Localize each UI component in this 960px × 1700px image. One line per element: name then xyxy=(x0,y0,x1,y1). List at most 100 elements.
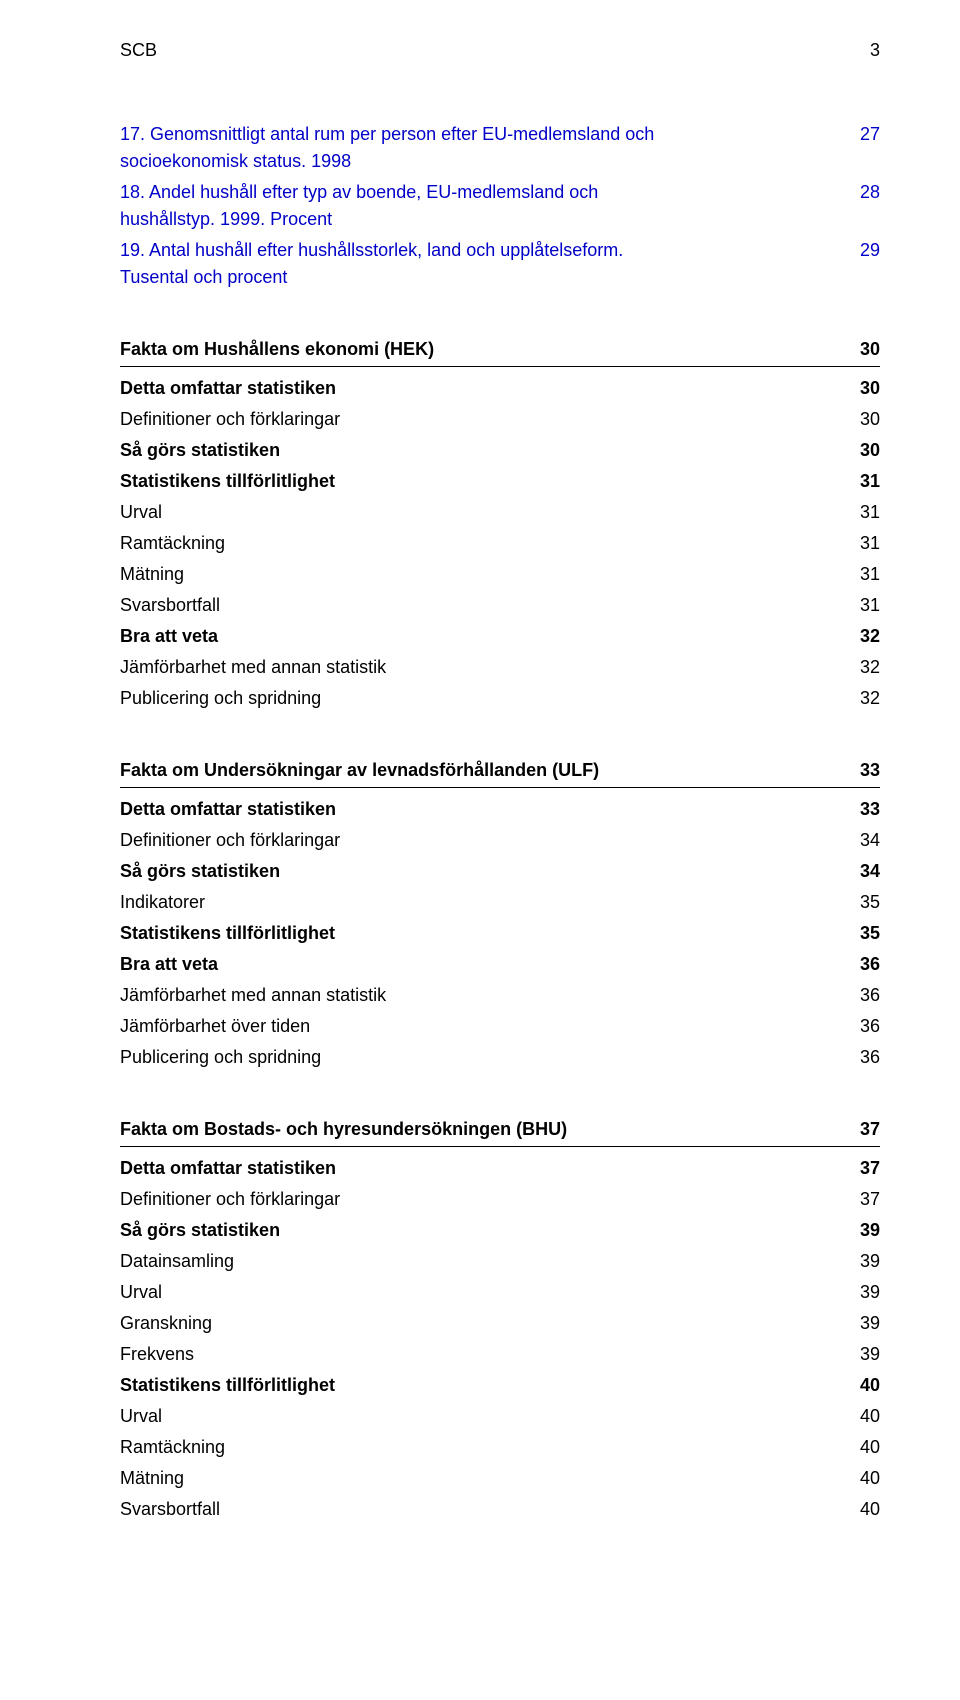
toc-section-heading[interactable]: Fakta om Undersökningar av levnadsförhål… xyxy=(120,757,880,788)
toc-page: 27 xyxy=(840,121,880,148)
toc-page: 36 xyxy=(840,951,880,978)
toc-label: Fakta om Undersökningar av levnadsförhål… xyxy=(120,757,840,784)
toc-page: 35 xyxy=(840,889,880,916)
toc-page: 40 xyxy=(840,1434,880,1461)
toc-label: Bra att veta xyxy=(120,951,840,978)
header-page-number: 3 xyxy=(870,40,880,61)
toc-page: 30 xyxy=(840,437,880,464)
toc-entry[interactable]: Statistikens tillförlitlighet35 xyxy=(120,920,880,947)
toc-page: 31 xyxy=(840,499,880,526)
page-header: SCB 3 xyxy=(120,40,880,61)
toc-entry[interactable]: Jämförbarhet med annan statistik36 xyxy=(120,982,880,1009)
toc-page: 36 xyxy=(840,982,880,1009)
toc-entry[interactable]: Ramtäckning40 xyxy=(120,1434,880,1461)
toc-page: 34 xyxy=(840,827,880,854)
toc-label: Definitioner och förklaringar xyxy=(120,827,840,854)
toc-entry[interactable]: Urval39 xyxy=(120,1279,880,1306)
toc-entry[interactable]: Mätning31 xyxy=(120,561,880,588)
toc-entry[interactable]: Definitioner och förklaringar30 xyxy=(120,406,880,433)
toc-page: 29 xyxy=(840,237,880,264)
toc-entry[interactable]: Publicering och spridning36 xyxy=(120,1044,880,1071)
toc-entry[interactable]: Granskning39 xyxy=(120,1310,880,1337)
toc-page: 28 xyxy=(840,179,880,206)
toc-entry[interactable]: 17. Genomsnittligt antal rum per person … xyxy=(120,121,880,175)
toc-label-line: Tusental och procent xyxy=(120,264,820,291)
toc-label: Ramtäckning xyxy=(120,1434,840,1461)
toc-entry[interactable]: Bra att veta36 xyxy=(120,951,880,978)
toc-section: Fakta om Bostads- och hyresundersökninge… xyxy=(120,1116,880,1523)
toc-entry[interactable]: Urval31 xyxy=(120,499,880,526)
toc-entry[interactable]: Datainsamling39 xyxy=(120,1248,880,1275)
toc-entry[interactable]: Ramtäckning31 xyxy=(120,530,880,557)
toc-label: 17. Genomsnittligt antal rum per person … xyxy=(120,121,840,175)
toc-entry[interactable]: Detta omfattar statistiken37 xyxy=(120,1155,880,1182)
toc-entry[interactable]: Så görs statistiken34 xyxy=(120,858,880,885)
toc-page: 36 xyxy=(840,1013,880,1040)
toc-entry[interactable]: 19. Antal hushåll efter hushållsstorlek,… xyxy=(120,237,880,291)
toc-entry[interactable]: Mätning40 xyxy=(120,1465,880,1492)
toc-page: 30 xyxy=(840,406,880,433)
intro-block: 17. Genomsnittligt antal rum per person … xyxy=(120,121,880,291)
toc-label: Statistikens tillförlitlighet xyxy=(120,468,840,495)
header-left: SCB xyxy=(120,40,157,61)
toc-entry[interactable]: Jämförbarhet över tiden36 xyxy=(120,1013,880,1040)
toc-entry[interactable]: Frekvens39 xyxy=(120,1341,880,1368)
toc-page: 33 xyxy=(840,796,880,823)
toc-label: 19. Antal hushåll efter hushållsstorlek,… xyxy=(120,237,840,291)
toc-entry[interactable]: Så görs statistiken39 xyxy=(120,1217,880,1244)
toc-label: Publicering och spridning xyxy=(120,685,840,712)
toc-page: 31 xyxy=(840,530,880,557)
toc-label: Svarsbortfall xyxy=(120,592,840,619)
toc-section-heading[interactable]: Fakta om Bostads- och hyresundersökninge… xyxy=(120,1116,880,1147)
toc-label: Jämförbarhet över tiden xyxy=(120,1013,840,1040)
toc-label: Urval xyxy=(120,499,840,526)
toc-entry[interactable]: Detta omfattar statistiken33 xyxy=(120,796,880,823)
toc-entry[interactable]: Statistikens tillförlitlighet31 xyxy=(120,468,880,495)
toc-section-heading[interactable]: Fakta om Hushållens ekonomi (HEK)30 xyxy=(120,336,880,367)
toc-entry[interactable]: Svarsbortfall31 xyxy=(120,592,880,619)
toc-entry[interactable]: Så görs statistiken30 xyxy=(120,437,880,464)
toc-label: Indikatorer xyxy=(120,889,840,916)
toc-page: 30 xyxy=(840,375,880,402)
toc-entry[interactable]: Detta omfattar statistiken30 xyxy=(120,375,880,402)
toc-page: 39 xyxy=(840,1248,880,1275)
toc-label: 18. Andel hushåll efter typ av boende, E… xyxy=(120,179,840,233)
toc-page: 36 xyxy=(840,1044,880,1071)
toc-page: 39 xyxy=(840,1279,880,1306)
toc-label-line: hushållstyp. 1999. Procent xyxy=(120,206,820,233)
toc-page: 31 xyxy=(840,468,880,495)
toc-entry[interactable]: Jämförbarhet med annan statistik32 xyxy=(120,654,880,681)
toc-label: Så görs statistiken xyxy=(120,1217,840,1244)
toc-page: 31 xyxy=(840,561,880,588)
toc-page: 37 xyxy=(840,1116,880,1143)
toc-label: Ramtäckning xyxy=(120,530,840,557)
toc-entry[interactable]: Svarsbortfall40 xyxy=(120,1496,880,1523)
toc-section: Fakta om Hushållens ekonomi (HEK)30 Detta… xyxy=(120,336,880,712)
toc-page: 39 xyxy=(840,1341,880,1368)
toc-label: Detta omfattar statistiken xyxy=(120,375,840,402)
toc-entry[interactable]: Statistikens tillförlitlighet40 xyxy=(120,1372,880,1399)
toc-page: 31 xyxy=(840,592,880,619)
toc-label: Mätning xyxy=(120,1465,840,1492)
toc-label: Publicering och spridning xyxy=(120,1044,840,1071)
toc-page: 40 xyxy=(840,1372,880,1399)
toc-label: Svarsbortfall xyxy=(120,1496,840,1523)
toc-page: 35 xyxy=(840,920,880,947)
toc-label: Urval xyxy=(120,1403,840,1430)
toc-page: 40 xyxy=(840,1403,880,1430)
toc-entry[interactable]: Bra att veta32 xyxy=(120,623,880,650)
toc-entry[interactable]: Urval40 xyxy=(120,1403,880,1430)
toc-entry[interactable]: Definitioner och förklaringar37 xyxy=(120,1186,880,1213)
toc-label: Datainsamling xyxy=(120,1248,840,1275)
toc-entry[interactable]: Publicering och spridning32 xyxy=(120,685,880,712)
toc-label: Granskning xyxy=(120,1310,840,1337)
toc-entry[interactable]: Indikatorer35 xyxy=(120,889,880,916)
toc-label: Så görs statistiken xyxy=(120,437,840,464)
toc-label: Mätning xyxy=(120,561,840,588)
toc-page: 40 xyxy=(840,1465,880,1492)
toc-label-line: 17. Genomsnittligt antal rum per person … xyxy=(120,121,820,148)
toc-label: Definitioner och förklaringar xyxy=(120,1186,840,1213)
toc-entry[interactable]: Definitioner och förklaringar34 xyxy=(120,827,880,854)
toc-entry[interactable]: 18. Andel hushåll efter typ av boende, E… xyxy=(120,179,880,233)
toc-label: Definitioner och förklaringar xyxy=(120,406,840,433)
